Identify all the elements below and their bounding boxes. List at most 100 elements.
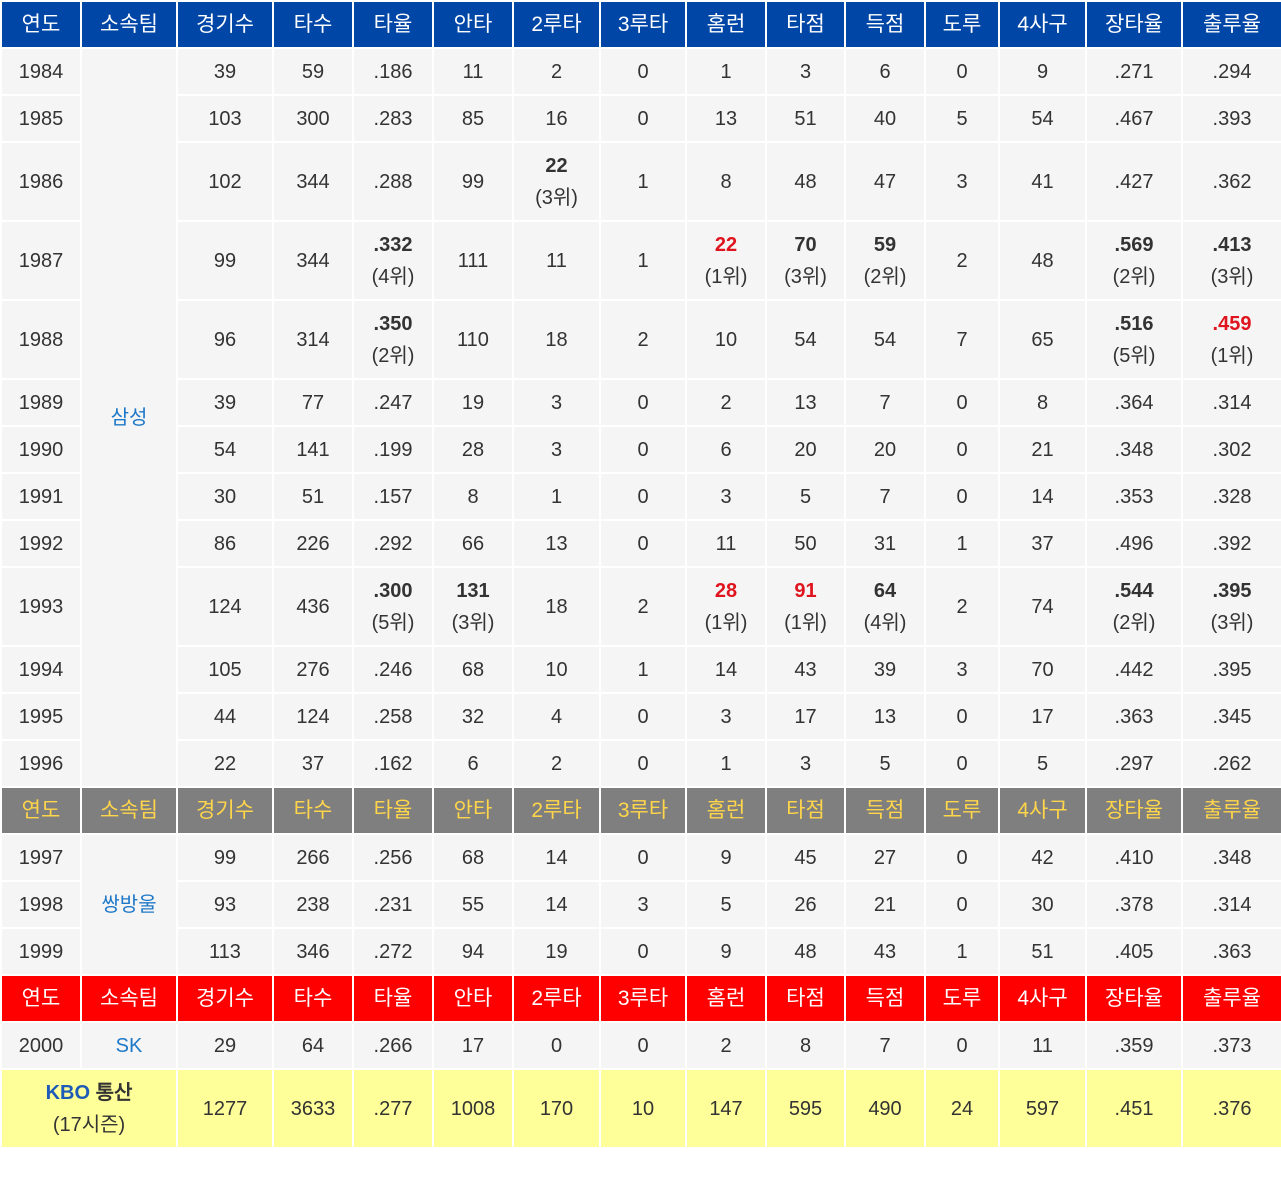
total-cell-bb: 597 xyxy=(998,1068,1087,1149)
stat-cell-sb: 7 xyxy=(924,299,1000,380)
stat-cell-d: 14 xyxy=(512,880,601,929)
stat-cell-rbi: 8 xyxy=(765,1021,846,1070)
header-cell: 소속팀 xyxy=(80,786,178,835)
stat-cell-sb: 0 xyxy=(924,739,1000,788)
stat-cell-bb: 51 xyxy=(998,927,1087,976)
stat-cell-g: 102 xyxy=(176,141,274,222)
stat-cell-t: 0 xyxy=(599,519,687,568)
header-cell: 타점 xyxy=(765,786,846,835)
stat-cell-slg: .569 (2위) xyxy=(1085,220,1183,301)
stat-cell-sb: 1 xyxy=(924,519,1000,568)
stat-cell-h: 55 xyxy=(432,880,514,929)
header-row-samsung: 연도 소속팀 경기수 타수 타율 안타 2루타 3루타 홈런 타점 득점 도루 … xyxy=(0,0,1281,49)
stat-cell-ab: 64 xyxy=(272,1021,354,1070)
stat-cell-bb: 48 xyxy=(998,220,1087,301)
stat-cell-ab: 344 xyxy=(272,220,354,301)
stat-cell-avg: .272 xyxy=(352,927,434,976)
team-cell[interactable]: SK xyxy=(80,1021,178,1070)
stat-cell-t: 0 xyxy=(599,472,687,521)
kbo-label[interactable]: KBO xyxy=(45,1081,91,1104)
stat-value: .300 xyxy=(373,579,413,602)
stat-cell-hr: 1 xyxy=(685,47,767,96)
stat-cell-h: 68 xyxy=(432,645,514,694)
seasons-label: (17시즌) xyxy=(52,1113,126,1136)
stat-cell-g: 113 xyxy=(176,927,274,976)
header-cell: 4사구 xyxy=(998,974,1087,1023)
stat-cell-sb: 0 xyxy=(924,692,1000,741)
stat-cell-bb: 37 xyxy=(998,519,1087,568)
stat-cell-obp: .393 xyxy=(1181,94,1281,143)
stat-cell-d: 4 xyxy=(512,692,601,741)
total-cell-d: 170 xyxy=(512,1068,601,1149)
header-cell: 장타율 xyxy=(1085,786,1183,835)
stat-cell-obp: .459 (1위) xyxy=(1181,299,1281,380)
year-cell: 1996 xyxy=(0,739,82,788)
stat-cell-ab: 77 xyxy=(272,378,354,427)
stat-cell-hr: 22 (1위) xyxy=(685,220,767,301)
stat-cell-bb: 42 xyxy=(998,833,1087,882)
stat-cell-bb: 74 xyxy=(998,566,1087,647)
stat-cell-rbi: 45 xyxy=(765,833,846,882)
stat-cell-g: 93 xyxy=(176,880,274,929)
stat-cell-rbi: 26 xyxy=(765,880,846,929)
stat-cell-ab: 300 xyxy=(272,94,354,143)
table-row: 1992 86 226.292 66 13 0 11 50 31 1 37.496.392 xyxy=(0,519,1281,568)
stat-cell-sb: 0 xyxy=(924,833,1000,882)
stat-rank: (2위) xyxy=(371,344,415,367)
header-row-red: 연도 소속팀 경기수 타수 타율 안타 2루타 3루타 홈런 타점 득점 도루 4사구 장타율 출루율 xyxy=(0,974,1281,1023)
stat-cell-obp: .392 xyxy=(1181,519,1281,568)
stat-cell-rbi: 50 xyxy=(765,519,846,568)
stat-cell-obp: .314 xyxy=(1181,880,1281,929)
header-cell: 연도 xyxy=(0,786,82,835)
stat-cell-avg: .247 xyxy=(352,378,434,427)
stat-value: .516 xyxy=(1114,312,1154,335)
stat-cell-t: 0 xyxy=(599,833,687,882)
team-cell[interactable]: 삼성 xyxy=(80,47,178,788)
stat-value: 28 xyxy=(714,579,738,602)
stat-cell-hr: 5 xyxy=(685,880,767,929)
stat-cell-d: 1 xyxy=(512,472,601,521)
stat-cell-sb: 3 xyxy=(924,645,1000,694)
stat-cell-bb: 30 xyxy=(998,880,1087,929)
stat-value: 91 xyxy=(794,579,817,602)
year-cell: 1991 xyxy=(0,472,82,521)
stat-cell-slg: .359 xyxy=(1085,1021,1183,1070)
stat-cell-slg: .353 xyxy=(1085,472,1183,521)
stat-cell-r: 59 (2위) xyxy=(844,220,926,301)
stat-cell-t: 1 xyxy=(599,220,687,301)
stat-cell-bb: 17 xyxy=(998,692,1087,741)
header-cell: 타율 xyxy=(352,786,434,835)
stat-cell-slg: .405 xyxy=(1085,927,1183,976)
stat-cell-ab: 346 xyxy=(272,927,354,976)
header-cell: 경기수 xyxy=(176,974,274,1023)
stat-value: 131 xyxy=(456,579,490,602)
year-cell: 1984 xyxy=(0,47,82,96)
stat-cell-ab: 436 xyxy=(272,566,354,647)
stat-cell-rbi: 3 xyxy=(765,47,846,96)
table-row: 1989 39 77.247 19 3 0 2 13 7 0 8.364.314 xyxy=(0,378,1281,427)
stat-cell-avg: .283 xyxy=(352,94,434,143)
stat-cell-g: 30 xyxy=(176,472,274,521)
header-cell: 장타율 xyxy=(1085,974,1183,1023)
stat-cell-d: 14 xyxy=(512,833,601,882)
stat-cell-avg: .300 (5위) xyxy=(352,566,434,647)
stat-cell-slg: .348 xyxy=(1085,425,1183,474)
stat-cell-avg: .258 xyxy=(352,692,434,741)
stat-cell-avg: .231 xyxy=(352,880,434,929)
header-cell: 득점 xyxy=(844,786,926,835)
stat-cell-g: 54 xyxy=(176,425,274,474)
stat-cell-sb: 0 xyxy=(924,472,1000,521)
stat-cell-t: 1 xyxy=(599,141,687,222)
stat-cell-h: 32 xyxy=(432,692,514,741)
stat-cell-d: 2 xyxy=(512,739,601,788)
stat-cell-t: 0 xyxy=(599,94,687,143)
header-cell: 안타 xyxy=(432,786,514,835)
year-cell: 1998 xyxy=(0,880,82,929)
stat-cell-d: 0 xyxy=(512,1021,601,1070)
header-cell: 3루타 xyxy=(599,974,687,1023)
stat-cell-rbi: 13 xyxy=(765,378,846,427)
table-row: 1993 124 436.300 (5위) 131 (3위) 18 2 28 (1위) 91 (1위)… xyxy=(0,566,1281,647)
stat-cell-t: 0 xyxy=(599,378,687,427)
stat-cell-hr: 11 xyxy=(685,519,767,568)
team-cell[interactable]: 쌍방울 xyxy=(80,833,178,976)
